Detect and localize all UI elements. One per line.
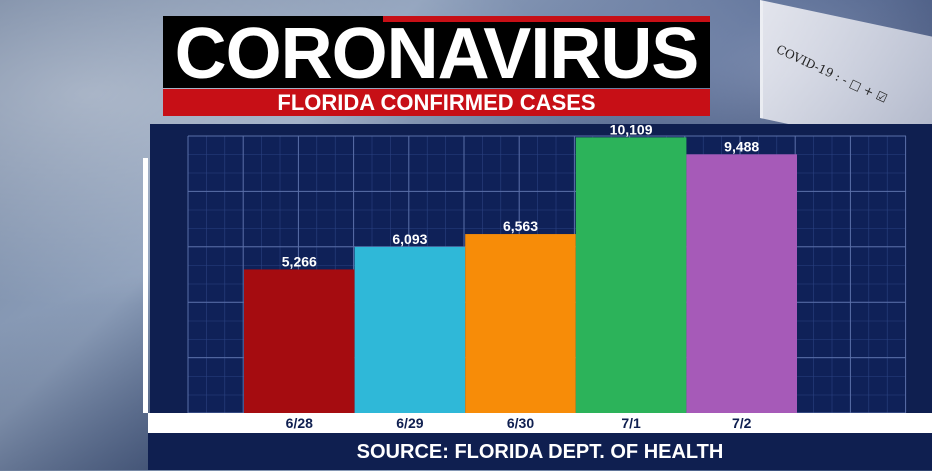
data-label: 9,488	[724, 138, 759, 154]
bar-7/1	[575, 137, 687, 413]
bar-6/30	[465, 234, 576, 413]
x-tick-label: 7/1	[621, 415, 641, 431]
chart-left-edge	[143, 158, 148, 413]
data-label: 10,109	[610, 124, 653, 137]
data-label: 6,093	[392, 231, 427, 247]
data-label: 6,563	[503, 218, 538, 234]
x-tick-label: 6/30	[507, 415, 534, 431]
chart-panel: 5,266 6,093 6,563 10,109 9,488	[150, 124, 932, 470]
x-tick-label: 7/2	[732, 415, 752, 431]
bar-6/28	[244, 269, 355, 413]
x-tick-label: 6/28	[286, 415, 313, 431]
bar-6/29	[354, 246, 466, 413]
title-box: CORONAVIRUS FLORIDA CONFIRMED CASES	[163, 16, 710, 116]
x-axis-labels: 6/28 6/29 6/30 7/1 7/2	[286, 415, 752, 431]
title-background	[163, 16, 710, 88]
data-label: 5,266	[282, 253, 317, 269]
bar-7/2	[686, 154, 797, 413]
source-caption: SOURCE: FLORIDA DEPT. OF HEALTH	[148, 433, 932, 470]
bar-chart: 5,266 6,093 6,563 10,109 9,488	[187, 124, 907, 414]
page-title: CORONAVIRUS	[174, 14, 700, 94]
x-tick-label: 6/29	[396, 415, 423, 431]
x-axis-bar: 6/28 6/29 6/30 7/1 7/2	[148, 413, 932, 433]
title-accent-stripe	[383, 16, 710, 22]
page-subtitle: FLORIDA CONFIRMED CASES	[163, 89, 710, 116]
